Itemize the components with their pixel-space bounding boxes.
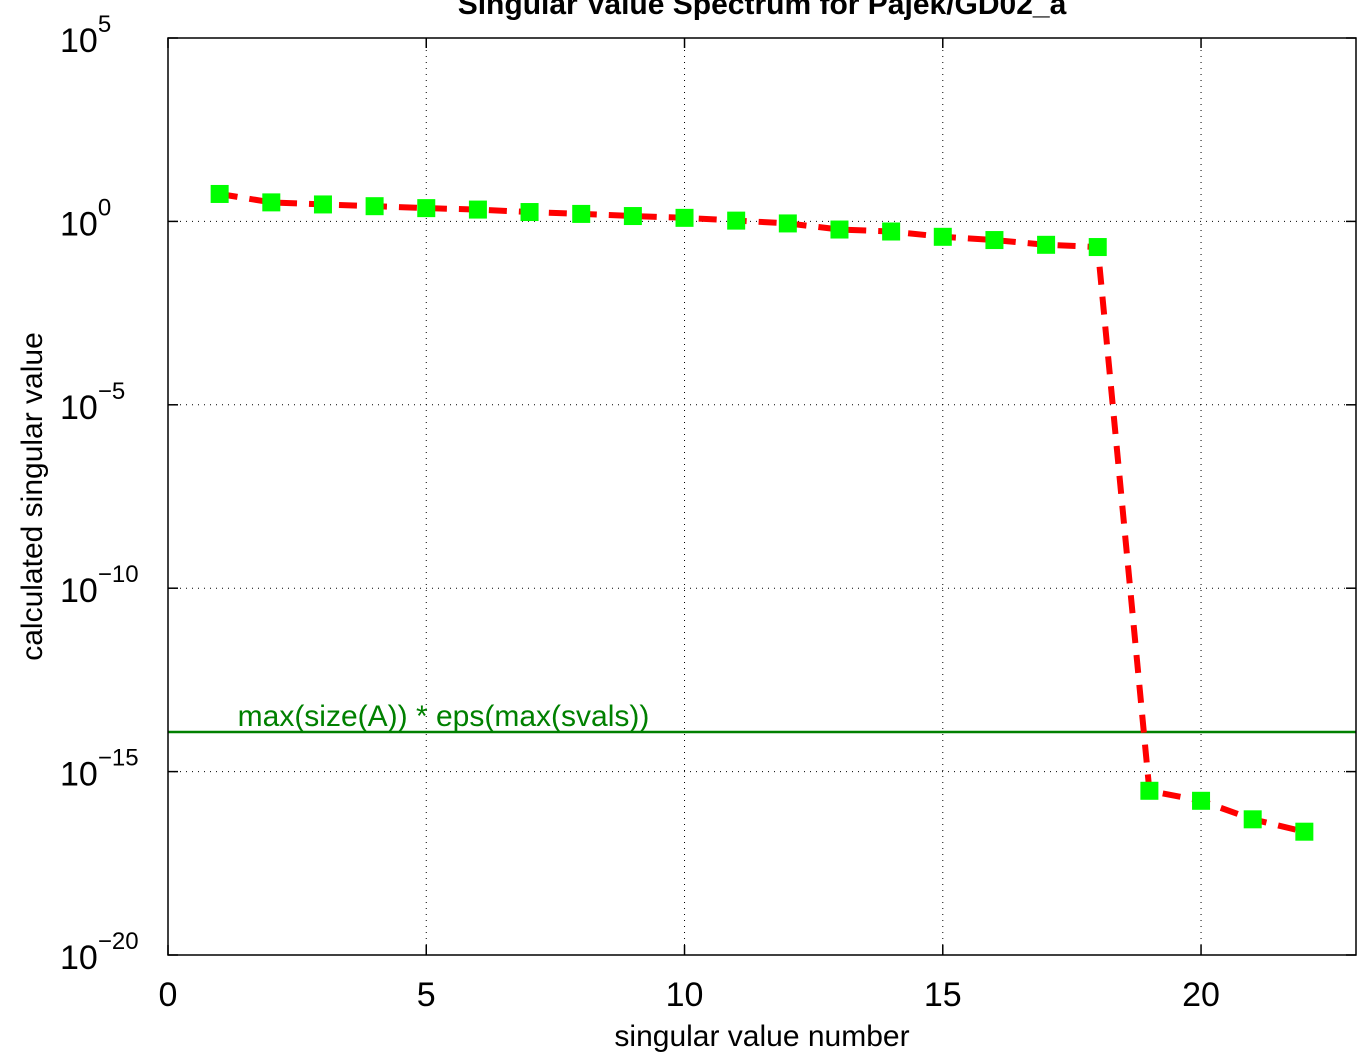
threshold-label: max(size(A)) * eps(max(svals))	[238, 700, 650, 733]
x-tick-label: 15	[924, 976, 962, 1014]
y-tick-label: 105	[60, 11, 111, 60]
data-point-marker	[933, 227, 952, 246]
series-line	[219, 191, 1306, 835]
data-point-marker	[210, 184, 229, 203]
data-point-marker	[520, 203, 539, 222]
y-tick-base: 10	[60, 205, 98, 243]
y-tick-exponent: 0	[98, 194, 111, 221]
y-axis-label: calculated singular value	[16, 332, 49, 661]
data-point-marker	[572, 204, 591, 223]
data-point-marker	[830, 220, 849, 239]
y-tick-label: 10−10	[60, 561, 139, 610]
y-tick-label: 10−15	[60, 745, 139, 794]
data-point-marker	[468, 200, 487, 219]
y-tick-exponent: −10	[98, 561, 139, 588]
x-tick-label: 0	[159, 976, 178, 1014]
y-tick-label: 10−20	[60, 928, 139, 977]
x-tick-label: 10	[666, 976, 704, 1014]
y-tick-label: 10−5	[60, 378, 125, 427]
data-point-marker	[882, 222, 901, 241]
y-tick-exponent: 5	[98, 11, 111, 38]
chart-title: Singular Value Spectrum for Pajek/GD02_a	[458, 0, 1067, 21]
data-point-marker	[1192, 791, 1211, 810]
y-tick-exponent: −5	[98, 378, 125, 405]
data-point-marker	[1088, 238, 1107, 257]
grid-layer	[168, 38, 1356, 955]
y-tick-base: 10	[60, 756, 98, 794]
x-tick-label: 20	[1182, 976, 1220, 1014]
y-tick-exponent: −20	[98, 928, 139, 955]
y-tick-base: 10	[60, 939, 98, 977]
y-tick-label: 100	[60, 194, 111, 243]
x-axis-label: singular value number	[614, 1020, 909, 1053]
data-point-marker	[1140, 781, 1159, 800]
data-point-marker	[313, 195, 332, 214]
data-point-marker	[623, 207, 642, 226]
data-point-marker	[675, 208, 694, 227]
y-tick-base: 10	[60, 572, 98, 610]
y-tick-base: 10	[60, 389, 98, 427]
y-tick-base: 10	[60, 22, 98, 60]
data-point-marker	[1243, 810, 1262, 829]
data-point-marker	[1037, 235, 1056, 254]
data-point-marker	[1295, 822, 1314, 841]
data-point-marker	[262, 193, 281, 212]
y-tick-exponent: −15	[98, 745, 139, 772]
data-point-marker	[727, 211, 746, 230]
series-layer	[210, 184, 1314, 841]
plot-frame	[167, 37, 1357, 956]
data-point-marker	[985, 231, 1004, 250]
x-tick-label: 5	[417, 976, 436, 1014]
data-point-marker	[417, 199, 436, 218]
data-point-marker	[778, 214, 797, 233]
data-point-marker	[365, 197, 384, 216]
